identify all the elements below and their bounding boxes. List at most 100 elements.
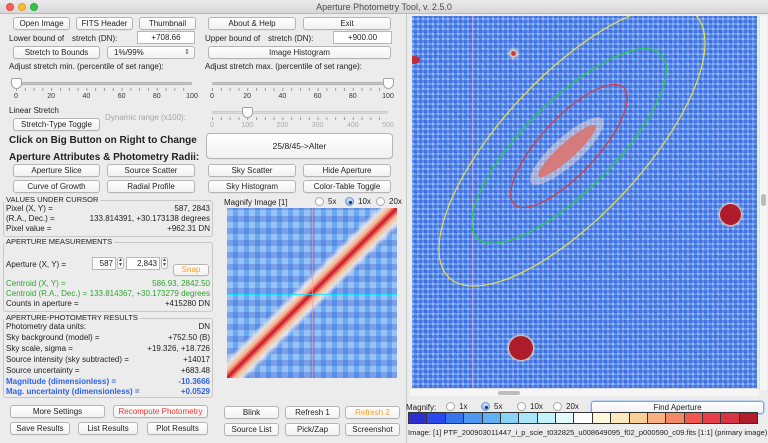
thumbnail-button[interactable]: Thumbnail <box>139 17 196 30</box>
hide-aperture-button[interactable]: Hide Aperture <box>303 164 391 177</box>
source-list-button[interactable]: Source List <box>224 423 279 436</box>
slider-thumb[interactable] <box>11 78 22 89</box>
image-histogram-button[interactable]: Image Histogram <box>208 46 391 59</box>
radec-value: 133.814391, +30.173138 degrees <box>89 214 210 223</box>
radio-circle-selected <box>481 402 490 411</box>
scrollbar-knob[interactable] <box>498 391 520 395</box>
refresh-1-button[interactable]: Refresh 1 <box>285 406 340 419</box>
scrollbar-knob[interactable] <box>761 194 766 206</box>
magnitude-value: -10.3666 <box>178 377 210 386</box>
sky-histogram-button[interactable]: Sky Histogram <box>208 180 296 193</box>
centroid-radec-value: 133.814367, +30.173279 degrees <box>89 289 210 298</box>
more-settings-button[interactable]: More Settings <box>10 405 105 418</box>
result-value: +752.50 (B) <box>167 333 210 342</box>
result-label: Source intensity (sky subtracted) = <box>6 355 129 364</box>
minimize-window-button[interactable] <box>18 3 26 11</box>
image-magnify-1x-radio[interactable]: 1x <box>446 402 467 411</box>
color-swatch <box>500 413 520 423</box>
instruction-line-2: Aperture Attributes & Photometry Radii: <box>9 152 200 163</box>
stretch-to-bounds-button[interactable]: Stretch to Bounds <box>13 46 100 59</box>
tick-label: 100 <box>186 93 198 100</box>
color-swatch <box>739 413 758 423</box>
mag-uncertainty-label: Mag. uncertainty (dimensionless) = <box>6 387 140 396</box>
pixel-xy-label: Pixel (X, Y) = <box>6 204 53 213</box>
source-scatter-button[interactable]: Source Scatter <box>107 164 195 177</box>
image-magnify-20x-radio[interactable]: 20x <box>553 402 579 411</box>
centroid-xy-label: Centroid (X, Y) = <box>6 279 66 288</box>
snap-button[interactable]: Snap <box>173 264 209 276</box>
curve-of-growth-button[interactable]: Curve of Growth <box>13 180 100 193</box>
radio-label: 10x <box>530 402 543 411</box>
color-swatch <box>427 413 446 423</box>
radio-circle <box>315 197 324 206</box>
radio-label: 20x <box>389 197 402 206</box>
color-table-toggle-button[interactable]: Color-Table Toggle <box>303 180 391 193</box>
upper-bound-input[interactable]: +900.00 <box>333 31 392 44</box>
dynamic-range-label: Dynamic range (x100): <box>105 113 186 122</box>
exit-button[interactable]: Exit <box>303 17 391 30</box>
magnified-image[interactable] <box>227 208 397 378</box>
main-image-canvas[interactable] <box>412 16 757 388</box>
radec-label: (R.A., Dec.) = <box>6 214 55 223</box>
centroid-radec-label: Centroid (R.A., Dec.) = <box>6 289 88 298</box>
centroid-xy-value: 586.93, 2842.50 <box>152 279 210 288</box>
slider-thumb[interactable] <box>242 107 254 118</box>
aperture-x-stepper[interactable]: ▲ ▼ <box>117 257 124 269</box>
pixel-value-value: +962.31 DN <box>167 224 210 233</box>
aperture-overlay <box>438 16 706 287</box>
upper-bound-label: Upper bound of <box>205 34 261 43</box>
image-magnify-5x-radio[interactable]: 5x <box>481 402 502 411</box>
select-arrows-icon: ⇕ <box>184 49 190 56</box>
aperture-xy-label: Aperture (X, Y) = <box>6 260 67 269</box>
screenshot-button[interactable]: Screenshot <box>345 423 400 436</box>
result-value: +683.48 <box>180 366 210 375</box>
dynamic-range-slider[interactable]: 0 100 200 300 400 500 <box>210 107 394 131</box>
percentile-select[interactable]: 1%/99% ⇕ <box>107 46 195 59</box>
vertical-scrollbar[interactable] <box>759 16 767 390</box>
stretch-type-toggle-button[interactable]: Stretch-Type Toggle <box>13 118 100 131</box>
radio-circle <box>446 402 455 411</box>
list-results-button[interactable]: List Results <box>78 422 138 435</box>
about-help-button[interactable]: About & Help <box>208 17 296 30</box>
crosshair-vertical <box>312 208 313 378</box>
recompute-photometry-button[interactable]: Recompute Photometry <box>113 405 208 418</box>
slider-thumb[interactable] <box>383 78 394 89</box>
image-magnify-10x-radio[interactable]: 10x <box>517 402 543 411</box>
tick-label: 300 <box>311 122 324 129</box>
pixel-xy-value: 587, 2843 <box>174 204 210 213</box>
tick-label: 60 <box>117 93 126 100</box>
aperture-x-input[interactable]: 587 <box>92 257 116 270</box>
stretch-max-slider[interactable]: 0 20 40 60 80 100 <box>210 78 394 102</box>
refresh-2-button[interactable]: Refresh 2 <box>345 406 400 419</box>
aperture-y-stepper[interactable]: ▲ ▼ <box>161 257 168 269</box>
magnify-20x-radio[interactable]: 20x <box>376 197 402 206</box>
color-swatch <box>666 413 685 423</box>
plot-results-button[interactable]: Plot Results <box>147 422 208 435</box>
pick-zap-button[interactable]: Pick/Zap <box>285 423 340 436</box>
stretch-min-slider[interactable]: 0 20 40 60 80 100 <box>11 78 198 102</box>
aperture-y-input[interactable]: 2,843 <box>126 257 160 270</box>
counts-value: +415280 DN <box>164 299 210 308</box>
blink-button[interactable]: Blink <box>224 406 279 419</box>
magnify-10x-radio[interactable]: 10x <box>345 197 371 206</box>
radio-label: 10x <box>358 197 371 206</box>
horizontal-scrollbar[interactable] <box>410 388 759 396</box>
aperture-measurements-title: APERTURE MEASUREMENTS <box>4 237 115 246</box>
magnify-5x-radio[interactable]: 5x <box>315 197 336 206</box>
tick-label: 200 <box>276 122 289 129</box>
close-window-button[interactable] <box>6 3 14 11</box>
stretch-type-label: Linear Stretch <box>9 106 59 115</box>
lower-bound-input[interactable]: +708.66 <box>137 31 195 44</box>
alter-aperture-button[interactable]: 25/8/45->Alter <box>206 133 393 159</box>
radial-profile-button[interactable]: Radial Profile <box>107 180 195 193</box>
fits-header-button[interactable]: FITS Header <box>76 17 133 30</box>
save-results-button[interactable]: Save Results <box>10 422 70 435</box>
radio-label: 20x <box>566 402 579 411</box>
tick-label: 400 <box>346 122 359 129</box>
radio-circle-selected <box>345 197 354 206</box>
sky-scatter-button[interactable]: Sky Scatter <box>208 164 296 177</box>
aperture-slice-button[interactable]: Aperture Slice <box>13 164 100 177</box>
cursor-line <box>472 16 473 388</box>
open-image-button[interactable]: Open Image <box>13 17 70 30</box>
zoom-window-button[interactable] <box>30 3 38 11</box>
